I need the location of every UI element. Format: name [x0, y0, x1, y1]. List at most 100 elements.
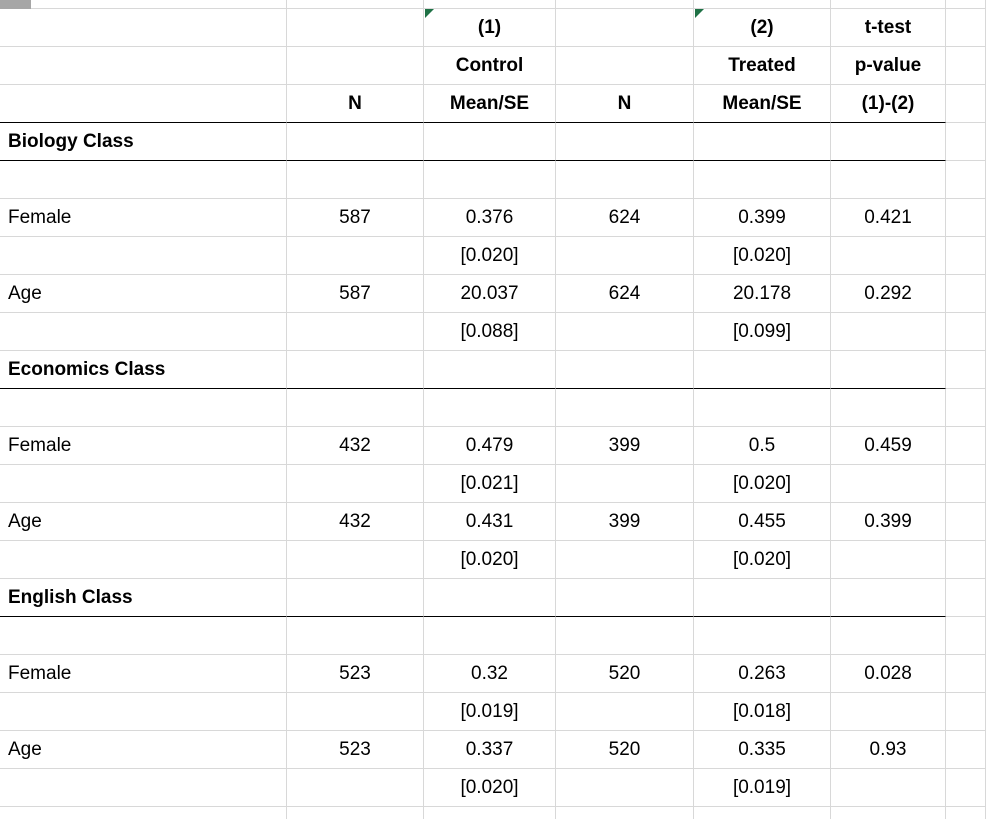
value-cell[interactable] — [831, 769, 946, 807]
row-label-cell[interactable] — [0, 389, 287, 427]
empty-cell[interactable] — [946, 389, 986, 427]
value-cell[interactable]: 0.292 — [831, 275, 946, 313]
value-cell[interactable]: [0.019] — [424, 693, 556, 731]
empty-cell[interactable] — [946, 47, 986, 85]
value-cell[interactable]: 587 — [287, 199, 424, 237]
value-cell[interactable] — [694, 351, 831, 389]
value-cell[interactable] — [287, 617, 424, 655]
value-cell[interactable]: 0.5 — [694, 427, 831, 465]
value-cell[interactable]: [0.021] — [424, 465, 556, 503]
value-cell[interactable]: 0.399 — [694, 199, 831, 237]
value-cell[interactable]: 399 — [556, 503, 694, 541]
value-cell[interactable] — [556, 541, 694, 579]
value-cell[interactable]: 624 — [556, 199, 694, 237]
value-cell[interactable]: 20.178 — [694, 275, 831, 313]
value-cell[interactable]: 0.479 — [424, 427, 556, 465]
row-label-cell[interactable] — [0, 617, 287, 655]
row-label-cell[interactable]: Female — [0, 427, 287, 465]
value-cell[interactable]: 523 — [287, 731, 424, 769]
empty-cell[interactable] — [0, 0, 287, 9]
value-cell[interactable] — [424, 617, 556, 655]
empty-cell[interactable] — [946, 541, 986, 579]
value-cell[interactable]: 0.399 — [831, 503, 946, 541]
value-cell[interactable] — [831, 579, 946, 617]
value-cell[interactable]: 0.376 — [424, 199, 556, 237]
value-cell[interactable] — [556, 123, 694, 161]
value-cell[interactable]: 0.421 — [831, 199, 946, 237]
empty-cell[interactable] — [946, 579, 986, 617]
value-cell[interactable]: [0.088] — [424, 313, 556, 351]
value-cell[interactable] — [556, 351, 694, 389]
value-cell[interactable] — [556, 579, 694, 617]
value-cell[interactable]: 587 — [287, 275, 424, 313]
value-cell[interactable] — [424, 579, 556, 617]
value-cell[interactable]: Mean/SE — [424, 85, 556, 123]
value-cell[interactable] — [287, 237, 424, 275]
row-label-cell[interactable] — [0, 541, 287, 579]
empty-cell[interactable] — [287, 807, 424, 819]
value-cell[interactable]: p-value — [831, 47, 946, 85]
value-cell[interactable]: Control — [424, 47, 556, 85]
value-cell[interactable]: 0.32 — [424, 655, 556, 693]
row-label-cell[interactable] — [0, 9, 287, 47]
value-cell[interactable] — [694, 579, 831, 617]
empty-cell[interactable] — [946, 313, 986, 351]
value-cell[interactable]: [0.019] — [694, 769, 831, 807]
value-cell[interactable] — [556, 389, 694, 427]
value-cell[interactable] — [556, 313, 694, 351]
value-cell[interactable]: [0.099] — [694, 313, 831, 351]
value-cell[interactable]: 399 — [556, 427, 694, 465]
empty-cell[interactable] — [831, 0, 946, 9]
value-cell[interactable]: N — [556, 85, 694, 123]
empty-cell[interactable] — [946, 693, 986, 731]
value-cell[interactable]: [0.020] — [424, 237, 556, 275]
empty-cell[interactable] — [946, 655, 986, 693]
value-cell[interactable] — [424, 161, 556, 199]
empty-cell[interactable] — [946, 351, 986, 389]
empty-cell[interactable] — [424, 0, 556, 9]
value-cell[interactable] — [287, 693, 424, 731]
value-cell[interactable]: 0.431 — [424, 503, 556, 541]
value-cell[interactable] — [556, 47, 694, 85]
row-label-cell[interactable]: Female — [0, 199, 287, 237]
row-label-cell[interactable]: Female — [0, 655, 287, 693]
value-cell[interactable]: 0.028 — [831, 655, 946, 693]
row-label-cell[interactable]: Biology Class — [0, 123, 287, 161]
empty-cell[interactable] — [694, 807, 831, 819]
value-cell[interactable]: [0.020] — [424, 541, 556, 579]
empty-cell[interactable] — [556, 0, 694, 9]
row-label-cell[interactable] — [0, 85, 287, 123]
empty-cell[interactable] — [946, 199, 986, 237]
empty-cell[interactable] — [424, 807, 556, 819]
empty-cell[interactable] — [287, 0, 424, 9]
value-cell[interactable]: [0.020] — [424, 769, 556, 807]
empty-cell[interactable] — [946, 9, 986, 47]
value-cell[interactable] — [287, 769, 424, 807]
empty-cell[interactable] — [946, 769, 986, 807]
value-cell[interactable]: 520 — [556, 655, 694, 693]
value-cell[interactable]: (1)-(2) — [831, 85, 946, 123]
value-cell[interactable]: 20.037 — [424, 275, 556, 313]
empty-cell[interactable] — [946, 503, 986, 541]
row-label-cell[interactable] — [0, 47, 287, 85]
value-cell[interactable] — [287, 123, 424, 161]
empty-cell[interactable] — [556, 807, 694, 819]
value-cell[interactable] — [831, 617, 946, 655]
row-label-cell[interactable] — [0, 161, 287, 199]
value-cell[interactable]: 520 — [556, 731, 694, 769]
value-cell[interactable] — [556, 237, 694, 275]
value-cell[interactable]: N — [287, 85, 424, 123]
empty-cell[interactable] — [946, 123, 986, 161]
value-cell[interactable] — [831, 693, 946, 731]
value-cell[interactable] — [831, 351, 946, 389]
empty-cell[interactable] — [0, 807, 287, 819]
empty-cell[interactable] — [831, 807, 946, 819]
row-label-cell[interactable]: English Class — [0, 579, 287, 617]
value-cell[interactable]: 432 — [287, 503, 424, 541]
empty-cell[interactable] — [946, 85, 986, 123]
value-cell[interactable]: 0.455 — [694, 503, 831, 541]
value-cell[interactable] — [831, 541, 946, 579]
value-cell[interactable]: 0.335 — [694, 731, 831, 769]
value-cell[interactable] — [694, 161, 831, 199]
value-cell[interactable] — [694, 617, 831, 655]
